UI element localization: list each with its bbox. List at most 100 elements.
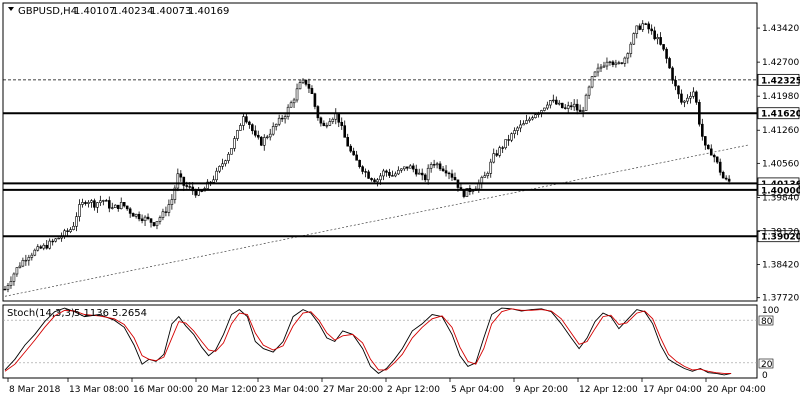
price-tick-label: 1.39840 [762, 193, 799, 203]
candle [254, 125, 257, 138]
level-line[interactable]: 1.39020 [3, 230, 800, 243]
candle-body [99, 200, 102, 203]
candle [388, 168, 391, 178]
stoch-level-low-label: 20 [761, 360, 773, 370]
candle [173, 185, 177, 204]
candle [411, 163, 415, 173]
candle [105, 198, 108, 202]
candle [706, 144, 710, 150]
candle-body [426, 167, 430, 181]
trendline[interactable] [4, 144, 750, 297]
candle-body [632, 33, 636, 45]
candle-body [525, 120, 528, 124]
candle [647, 21, 650, 34]
candle-body [328, 121, 332, 126]
candle-body [134, 213, 138, 217]
candle [45, 240, 49, 250]
candle [331, 117, 335, 125]
level-line[interactable]: 1.41620 [3, 107, 800, 120]
candle-body [444, 170, 448, 174]
candle-body [102, 200, 105, 202]
candle-body [277, 117, 281, 125]
candle-body [662, 44, 665, 50]
candle-body [331, 118, 335, 122]
time-tick-label: 16 Mar 00:00 [133, 385, 193, 395]
candle-body [185, 185, 189, 187]
candle [93, 198, 96, 211]
level-line[interactable]: 1.40000 [3, 183, 800, 196]
header-low: 1.40073 [150, 6, 191, 17]
candle [24, 254, 28, 266]
price-pane [2, 2, 758, 302]
candle [346, 133, 350, 147]
candle-body [304, 79, 308, 85]
candle-body [355, 154, 358, 161]
candle [408, 164, 412, 169]
candle-body [36, 246, 40, 251]
candle [268, 128, 272, 141]
candle-body [352, 150, 355, 156]
candle-body [301, 79, 305, 83]
candle-body [218, 166, 221, 172]
price-axis: 1.43420 1.42700 1.41980 1.41260 1.40560 1.398… [757, 24, 799, 304]
candle-body [200, 190, 203, 192]
price-tick-label: 1.39120 [762, 227, 799, 237]
candle-body [718, 161, 722, 173]
candle-body [110, 207, 114, 209]
candle [417, 168, 421, 175]
candle-body [206, 181, 209, 189]
candle [557, 100, 561, 106]
candle [528, 116, 531, 123]
candle-body [608, 61, 612, 63]
candle-body [15, 267, 19, 275]
candle-body [441, 168, 445, 171]
candle [116, 204, 120, 212]
stoch-tick-top: 100 [762, 306, 779, 316]
candle [638, 23, 642, 31]
candle [364, 168, 367, 178]
candle [224, 159, 227, 167]
candle [703, 136, 707, 150]
candle [554, 96, 558, 105]
candle [277, 114, 281, 127]
candle-body [423, 174, 427, 181]
candle [51, 238, 54, 246]
candle-body [69, 229, 72, 232]
stoch-level-low-box [758, 358, 774, 369]
level-line[interactable]: 1.42325 [3, 73, 800, 86]
candle-body [417, 172, 421, 175]
candle-body [385, 170, 388, 173]
candle-body [286, 106, 290, 117]
candle [262, 134, 266, 151]
candle-body [376, 179, 379, 183]
candle [113, 204, 117, 209]
candle [140, 214, 144, 224]
candle [546, 101, 549, 110]
candle [310, 85, 314, 94]
candle [662, 44, 665, 52]
candle [245, 113, 248, 124]
candle-body [337, 113, 341, 123]
candle [322, 120, 326, 127]
candle [593, 71, 597, 78]
candles-layer [3, 20, 731, 293]
candle-body [39, 246, 43, 249]
candle [108, 196, 111, 213]
candle-body [137, 213, 141, 220]
candle-body [605, 61, 609, 67]
candle-body [617, 62, 621, 64]
candle [361, 165, 364, 175]
candle-body [453, 177, 457, 181]
candle [256, 130, 260, 140]
header-dropdown-icon[interactable] [8, 7, 14, 11]
candle-body [635, 25, 639, 34]
candle [280, 115, 284, 123]
candle-body [489, 161, 493, 174]
candle [560, 102, 564, 109]
candle-body [563, 107, 567, 109]
candle [587, 85, 591, 99]
candle-body [316, 106, 320, 119]
candle [242, 112, 245, 131]
candle-body [170, 199, 174, 205]
